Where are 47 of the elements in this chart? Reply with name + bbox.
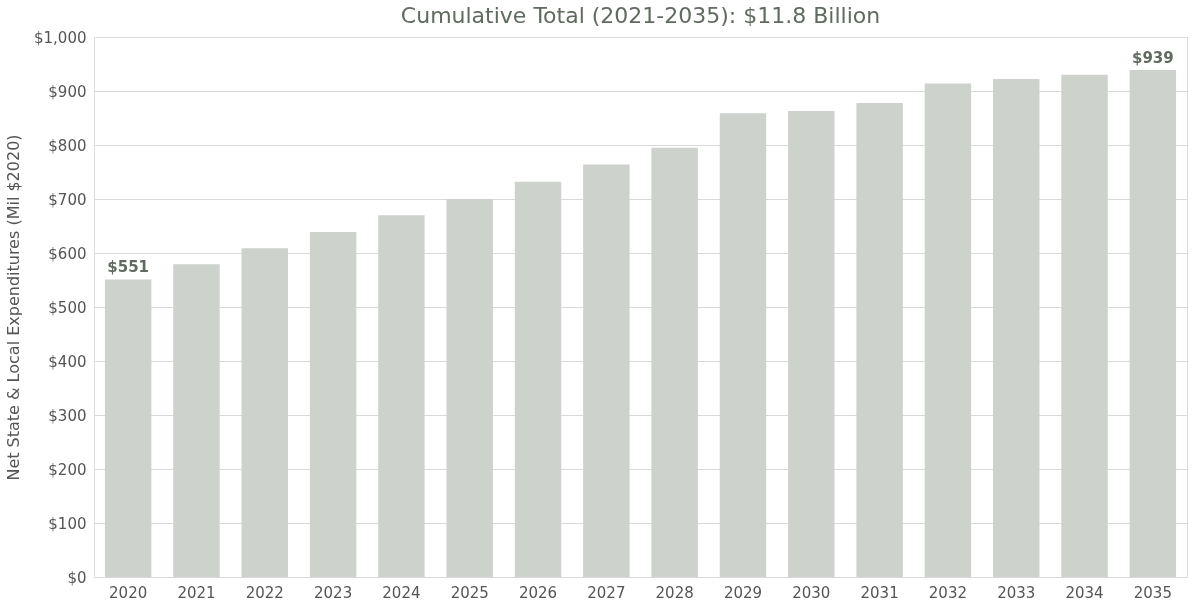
bar <box>173 264 220 577</box>
bar <box>856 102 903 577</box>
bar <box>104 279 152 577</box>
bar <box>378 215 425 577</box>
y-tick-label: $400 <box>48 352 87 371</box>
data-label: $551 <box>107 258 150 277</box>
bar <box>1129 69 1177 577</box>
x-tick-label: 2034 <box>1065 583 1104 602</box>
bar <box>514 181 562 577</box>
x-tick-label: 2027 <box>587 583 626 602</box>
x-tick-label: 2032 <box>928 583 967 602</box>
bar <box>1061 74 1108 577</box>
x-tick-label: 2035 <box>1133 583 1172 602</box>
x-tick-label: 2029 <box>723 583 763 602</box>
x-tick-label: 2021 <box>177 583 216 602</box>
x-tick-label: 2026 <box>518 583 558 602</box>
y-tick-label: $200 <box>48 460 87 479</box>
data-label: $939 <box>1131 48 1174 67</box>
bar <box>651 147 698 577</box>
x-tick-label: 2030 <box>792 583 831 602</box>
bar <box>924 83 972 577</box>
y-tick-label: $300 <box>48 406 87 425</box>
x-tick-label: 2023 <box>314 583 353 602</box>
x-tick-label: 2031 <box>860 583 899 602</box>
x-tick-label: 2033 <box>997 583 1036 602</box>
x-tick-label: 2024 <box>382 583 421 602</box>
bar <box>309 231 357 577</box>
y-axis-title: Net State & Local Expenditures (Mil $2020) <box>4 134 24 481</box>
chart-title: Cumulative Total (2021-2035): $11.8 Billion <box>400 3 881 28</box>
bar <box>241 248 289 577</box>
y-tick-label: $600 <box>48 244 87 263</box>
x-tick-label: 2025 <box>450 583 489 602</box>
y-tick-label: $1,000 <box>34 28 87 47</box>
bar <box>992 79 1040 577</box>
bar <box>446 199 493 577</box>
y-tick-label: $800 <box>48 136 87 155</box>
bar <box>788 110 835 577</box>
x-tick-label: 2020 <box>109 583 148 602</box>
y-tick-label: $900 <box>48 82 87 101</box>
x-tick-label: 2028 <box>655 583 694 602</box>
y-tick-label: $500 <box>48 298 87 317</box>
y-tick-label: $700 <box>48 190 87 209</box>
bar <box>719 113 767 577</box>
x-tick-label: 2022 <box>245 583 284 602</box>
bar <box>583 164 630 577</box>
y-tick-label: $0 <box>67 568 87 587</box>
y-tick-label: $100 <box>48 514 87 533</box>
